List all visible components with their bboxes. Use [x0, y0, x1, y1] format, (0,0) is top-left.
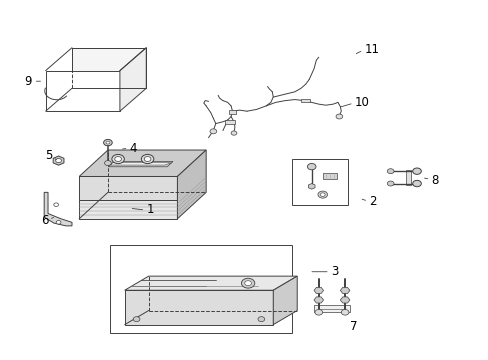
Circle shape	[133, 317, 140, 321]
Polygon shape	[44, 192, 72, 226]
Polygon shape	[120, 48, 146, 111]
Text: 10: 10	[354, 96, 369, 109]
Bar	[313, 305, 349, 312]
Text: 9: 9	[24, 75, 32, 88]
Text: 3: 3	[330, 265, 337, 278]
Bar	[406, 171, 410, 185]
Polygon shape	[340, 287, 349, 293]
Bar	[292, 159, 347, 205]
Circle shape	[54, 203, 59, 207]
Circle shape	[144, 157, 151, 162]
Circle shape	[56, 158, 61, 163]
Circle shape	[341, 310, 348, 315]
Polygon shape	[53, 156, 64, 165]
Circle shape	[231, 131, 236, 135]
Bar	[225, 120, 234, 124]
Circle shape	[241, 278, 254, 288]
Polygon shape	[177, 150, 206, 219]
Circle shape	[103, 139, 112, 146]
Polygon shape	[273, 276, 297, 325]
Polygon shape	[313, 287, 323, 293]
Polygon shape	[308, 184, 314, 189]
Bar	[229, 110, 236, 114]
Polygon shape	[313, 297, 323, 303]
Text: 11: 11	[364, 43, 379, 56]
Text: 5: 5	[45, 149, 53, 162]
Text: 2: 2	[368, 195, 376, 208]
Polygon shape	[124, 290, 273, 325]
Text: 6: 6	[41, 214, 48, 227]
Circle shape	[386, 169, 393, 174]
Circle shape	[104, 161, 111, 166]
Polygon shape	[322, 173, 336, 180]
Polygon shape	[72, 48, 146, 88]
Text: 1: 1	[146, 203, 153, 216]
Text: 4: 4	[129, 142, 137, 155]
Bar	[110, 245, 292, 333]
Text: 7: 7	[349, 320, 357, 333]
Polygon shape	[110, 163, 171, 165]
Circle shape	[335, 114, 342, 119]
Circle shape	[115, 157, 121, 162]
Circle shape	[209, 129, 216, 134]
Polygon shape	[124, 276, 297, 290]
Bar	[301, 99, 309, 102]
Circle shape	[317, 191, 327, 198]
Circle shape	[320, 193, 325, 196]
Polygon shape	[340, 297, 349, 303]
Text: 8: 8	[430, 174, 438, 186]
Polygon shape	[79, 176, 177, 200]
Polygon shape	[79, 150, 206, 176]
Circle shape	[307, 163, 315, 170]
Polygon shape	[108, 162, 173, 167]
Circle shape	[112, 154, 124, 163]
Circle shape	[106, 141, 110, 144]
Circle shape	[56, 221, 61, 224]
Circle shape	[386, 181, 393, 186]
Circle shape	[258, 317, 264, 321]
Polygon shape	[79, 200, 177, 219]
Circle shape	[244, 281, 251, 286]
Polygon shape	[45, 71, 120, 111]
Circle shape	[412, 168, 421, 174]
Circle shape	[412, 180, 421, 187]
Circle shape	[141, 154, 154, 163]
Circle shape	[314, 310, 322, 315]
